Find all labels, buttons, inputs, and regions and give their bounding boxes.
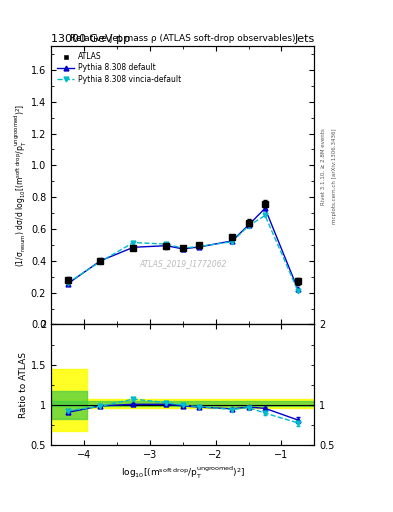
Y-axis label: Ratio to ATLAS: Ratio to ATLAS [19, 352, 28, 418]
Title: Relative jet mass ρ (ATLAS soft-drop observables): Relative jet mass ρ (ATLAS soft-drop obs… [70, 33, 296, 42]
Text: Jets: Jets [294, 33, 314, 44]
Y-axis label: (1/σ$_{\mathrm{resum}}$) dσ/d log$_{10}$[(m$^{\mathrm{soft\ drop}}$/p$_\mathrm{T: (1/σ$_{\mathrm{resum}}$) dσ/d log$_{10}$… [13, 103, 29, 267]
Text: ATLAS_2019_I1772062: ATLAS_2019_I1772062 [139, 259, 226, 268]
Text: 13000 GeV pp: 13000 GeV pp [51, 33, 130, 44]
Bar [51, 401, 314, 407]
Legend: ATLAS, Pythia 8.308 default, Pythia 8.308 vincia-default: ATLAS, Pythia 8.308 default, Pythia 8.30… [55, 50, 184, 86]
Bar [51, 399, 314, 408]
Text: mcplots.cern.ch [arXiv:1306.3436]: mcplots.cern.ch [arXiv:1306.3436] [332, 128, 337, 224]
Text: Rivet 3.1.10, ≥ 2.8M events: Rivet 3.1.10, ≥ 2.8M events [320, 128, 325, 205]
X-axis label: log$_{10}$[(m$^{\mathrm{soft\ drop}}$/p$_\mathrm{T}^{\mathrm{ungroomed}}$)$^{2}$: log$_{10}$[(m$^{\mathrm{soft\ drop}}$/p$… [121, 464, 245, 481]
